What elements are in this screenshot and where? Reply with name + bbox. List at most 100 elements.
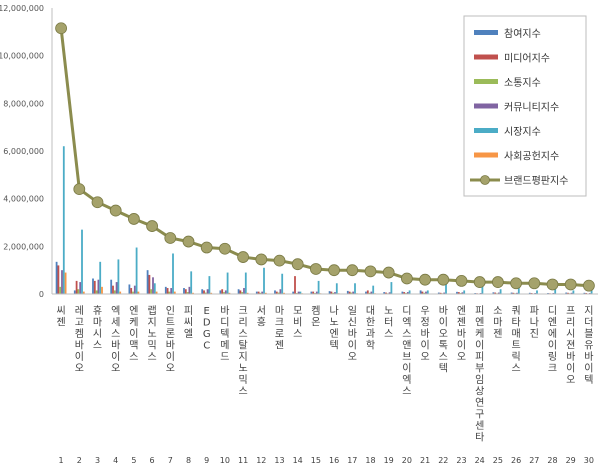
bar [332, 292, 335, 294]
bar [403, 292, 406, 294]
legend-swatch [474, 54, 498, 60]
bar [421, 291, 424, 294]
bar [73, 290, 76, 294]
bar [283, 292, 285, 294]
legend-label: 시장지수 [504, 126, 541, 138]
line-point [273, 254, 286, 267]
bar [481, 285, 484, 294]
bar [81, 229, 83, 294]
bar [352, 291, 355, 294]
legend-swatch [474, 30, 498, 35]
bar [401, 291, 404, 294]
bar [166, 288, 169, 294]
line-point [200, 241, 213, 254]
rank-label: 29 [566, 456, 576, 465]
bar [206, 289, 209, 294]
line-point [237, 251, 250, 263]
bar [457, 292, 460, 294]
bar [425, 291, 427, 294]
bar [423, 292, 426, 294]
line-point [127, 213, 140, 225]
line-point [91, 196, 104, 209]
line-point [73, 183, 86, 196]
bar [219, 290, 222, 294]
legend-swatch [474, 79, 498, 84]
bar [228, 292, 231, 294]
bar [499, 289, 502, 294]
rank-label: 10 [220, 456, 230, 465]
bar [110, 279, 113, 294]
line-point [346, 264, 359, 277]
bar [155, 291, 158, 294]
bar [390, 282, 393, 294]
bar [348, 291, 351, 294]
bar [153, 283, 156, 294]
bar [173, 291, 176, 294]
bar [292, 291, 295, 294]
bar [164, 286, 167, 294]
legend-label: 미디어지수 [504, 53, 550, 65]
legend-label: 사회공헌지수 [504, 151, 559, 163]
bar [567, 292, 569, 294]
bar [279, 289, 282, 294]
rank-label: 3 [95, 456, 100, 465]
bar [101, 286, 103, 294]
bar [64, 272, 67, 294]
y-tick-label: 6,000,000 [3, 147, 44, 156]
bar [243, 288, 245, 294]
bar [419, 290, 422, 294]
rank-label: 24 [475, 456, 485, 465]
bar [61, 270, 63, 294]
line-point [528, 277, 541, 290]
bar [82, 291, 85, 294]
line-point [564, 278, 577, 291]
bar [99, 261, 102, 294]
legend-swatch [474, 128, 498, 133]
bar-series [55, 146, 595, 294]
bar [426, 290, 429, 294]
bar [146, 270, 149, 294]
line-point [309, 263, 322, 275]
bar [315, 291, 318, 294]
bar [190, 271, 193, 294]
rank-label: 4 [113, 456, 118, 465]
rank-label: 9 [204, 456, 209, 465]
bar [208, 276, 211, 294]
bar [135, 247, 138, 294]
bar [317, 280, 320, 294]
bar [115, 282, 118, 294]
bar [92, 278, 94, 294]
bar [383, 292, 386, 294]
bar [517, 288, 520, 294]
line-point [364, 265, 377, 278]
line-point [55, 22, 67, 35]
bar [246, 292, 249, 294]
bar [366, 290, 369, 294]
rank-label: 12 [256, 456, 266, 465]
bar [510, 292, 513, 294]
bar [554, 288, 557, 294]
line-point [400, 272, 413, 285]
rank-label: 22 [438, 456, 448, 465]
line-point [491, 276, 504, 288]
bar [294, 276, 296, 294]
bar [203, 290, 205, 294]
